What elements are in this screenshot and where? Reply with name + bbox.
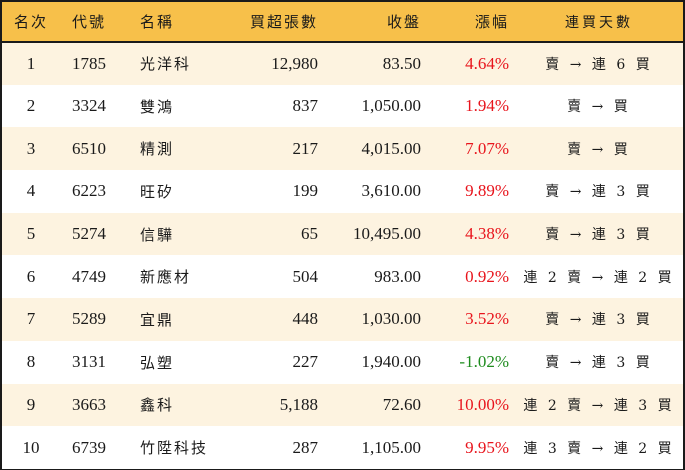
cell-net-buy: 287 [292,437,319,457]
cell-stock-code: 1785 [72,53,106,73]
cell-buy-streak: 賣 → 連 3 買 [545,227,653,244]
table-row[interactable]: 3 6510 精測 217 4,015.00 7.07% 賣 → 買 [2,127,683,171]
cell-rank: 5 [26,224,36,244]
cell-stock-name: 光洋科 [140,55,192,74]
cell-change-percent: 7.07% [465,138,509,158]
cell-net-buy: 199 [292,181,319,201]
cell-stock-name: 宜鼎 [140,310,175,329]
cell-stock-code: 5274 [72,224,106,244]
cell-stock-code: 5289 [72,309,106,329]
cell-change-percent: 1.94% [465,96,509,116]
cell-buy-streak: 賣 → 連 6 買 [545,56,653,73]
cell-close-price: 3,610.00 [361,181,422,201]
cell-buy-streak: 賣 → 連 3 買 [545,184,653,201]
cell-stock-name: 新應材 [140,268,192,287]
cell-rank: 9 [26,394,36,414]
cell-stock-name: 旺矽 [140,182,175,201]
cell-net-buy: 65 [301,224,318,244]
cell-rank: 8 [26,352,36,372]
cell-change-percent: -1.02% [459,352,509,372]
cell-change-percent: 3.52% [465,309,509,329]
cell-stock-code: 4749 [72,266,106,286]
table-row[interactable]: 1 1785 光洋科 12,980 83.50 4.64% 賣 → 連 6 買 [2,42,683,85]
cell-buy-streak: 賣 → 買 [567,99,631,116]
cell-close-price: 983.00 [374,266,421,286]
cell-stock-code: 3663 [72,394,106,414]
cell-buy-streak: 連 3 賣 → 連 2 買 [523,440,675,457]
cell-buy-streak: 賣 → 連 3 買 [545,355,653,372]
cell-net-buy: 5,188 [279,394,318,414]
column-header-name[interactable]: 名稱 [140,13,175,31]
column-header-streak[interactable]: 連買天數 [565,14,633,31]
cell-stock-name: 精測 [140,140,175,159]
table-row[interactable]: 7 5289 宜鼎 448 1,030.00 3.52% 賣 → 連 3 買 [2,298,683,341]
cell-net-buy: 504 [292,266,319,286]
cell-close-price: 10,495.00 [353,224,421,244]
cell-stock-name: 雙鴻 [140,97,175,116]
cell-change-percent: 0.92% [465,266,509,286]
column-header-change[interactable]: 漲幅 [474,13,509,31]
table-row[interactable]: 2 3324 雙鴻 837 1,050.00 1.94% 賣 → 買 [2,84,683,128]
cell-net-buy: 12,980 [271,53,318,73]
cell-close-price: 1,940.00 [361,352,422,372]
table-header-row: 名次 代號 名稱 買超張數 收盤 漲幅 連買天數 [2,2,683,42]
table-row[interactable]: 4 6223 旺矽 199 3,610.00 9.89% 賣 → 連 3 買 [2,170,683,213]
cell-stock-code: 3131 [72,352,106,372]
cell-buy-streak: 連 2 賣 → 連 3 買 [523,397,675,414]
cell-close-price: 1,030.00 [361,309,422,329]
table-row[interactable]: 8 3131 弘塑 227 1,940.00 -1.02% 賣 → 連 3 買 [2,340,683,384]
cell-rank: 3 [26,138,36,158]
cell-rank: 4 [26,181,36,201]
cell-close-price: 1,050.00 [361,96,422,116]
cell-rank: 1 [26,53,36,73]
cell-rank: 7 [26,309,36,329]
cell-stock-name: 竹陞科技 [140,439,209,458]
cell-stock-name: 弘塑 [140,353,175,372]
cell-rank: 2 [26,96,36,116]
cell-close-price: 83.50 [382,53,421,73]
table-row[interactable]: 10 6739 竹陞科技 287 1,105.00 9.95% 連 3 賣 → … [2,426,683,469]
cell-change-percent: 9.95% [465,437,509,457]
cell-stock-name: 鑫科 [140,396,175,415]
cell-buy-streak: 賣 → 連 3 買 [545,312,653,329]
cell-change-percent: 9.89% [465,181,509,201]
cell-close-price: 4,015.00 [361,138,422,158]
column-header-code[interactable]: 代號 [72,13,107,31]
cell-buy-streak: 連 2 賣 → 連 2 買 [523,269,675,286]
cell-rank: 6 [26,266,36,286]
cell-change-percent: 4.38% [465,224,509,244]
cell-rank: 10 [22,437,40,457]
cell-net-buy: 837 [292,96,319,116]
column-header-rank[interactable]: 名次 [13,13,48,31]
cell-stock-code: 3324 [72,96,106,116]
cell-buy-streak: 賣 → 買 [567,141,631,158]
table-row[interactable]: 9 3663 鑫科 5,188 72.60 10.00% 連 2 賣 → 連 3… [2,383,683,427]
table-row[interactable]: 6 4749 新應材 504 983.00 0.92% 連 2 賣 → 連 2 … [2,255,683,299]
cell-net-buy: 217 [292,138,319,158]
cell-net-buy: 448 [292,309,319,329]
table-row[interactable]: 5 5274 信驊 65 10,495.00 4.38% 賣 → 連 3 買 [2,212,683,256]
cell-stock-name: 信驊 [140,225,175,244]
cell-change-percent: 4.64% [465,53,509,73]
cell-stock-code: 6739 [72,437,106,457]
cell-change-percent: 10.00% [456,394,509,414]
cell-close-price: 1,105.00 [361,437,422,457]
column-header-close[interactable]: 收盤 [386,13,421,31]
cell-stock-code: 6510 [72,138,106,158]
cell-net-buy: 227 [292,352,319,372]
cell-close-price: 72.60 [382,394,421,414]
column-header-net-buy[interactable]: 買超張數 [249,13,318,31]
cell-stock-code: 6223 [72,181,106,201]
